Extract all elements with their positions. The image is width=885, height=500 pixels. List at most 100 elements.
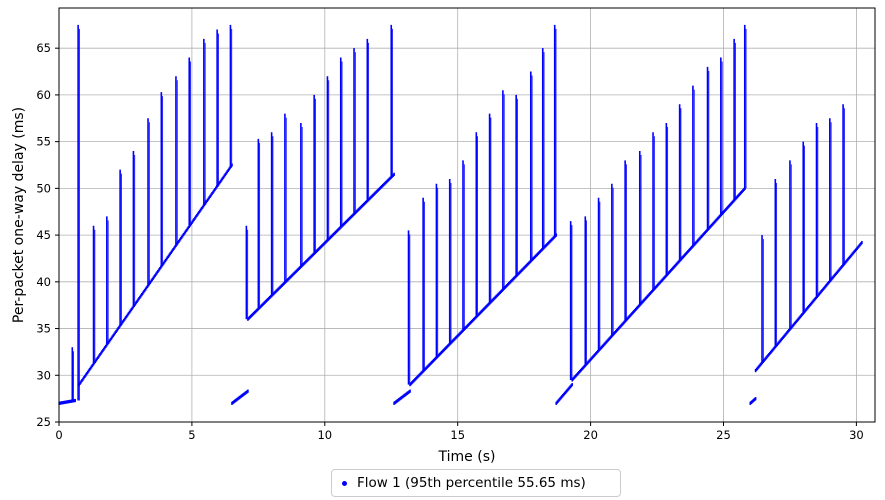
data-point [306, 258, 309, 262]
data-point [547, 241, 550, 245]
data-point [153, 275, 155, 279]
data-point [842, 263, 844, 268]
data-point [691, 244, 694, 248]
data-point [396, 399, 398, 403]
data-point [754, 397, 757, 401]
data-point [684, 253, 686, 257]
data-point [144, 287, 147, 291]
data-point [80, 380, 82, 384]
data-point [89, 366, 92, 370]
data-point [132, 305, 135, 309]
data-point [813, 298, 816, 302]
data-point [852, 251, 855, 255]
data-point [796, 318, 799, 322]
data-point [590, 357, 592, 361]
y-tick-label: 30 [36, 368, 51, 382]
data-point [606, 339, 609, 343]
data-point [411, 381, 413, 385]
data-point [91, 363, 94, 368]
data-point [382, 183, 385, 187]
data-point [236, 397, 239, 401]
data-point [686, 250, 688, 255]
data-point [166, 256, 169, 260]
data-point [268, 296, 270, 301]
data-point [125, 314, 128, 319]
data-point [177, 241, 179, 245]
data-point [352, 213, 355, 217]
data-point [392, 173, 394, 177]
data-point [616, 328, 618, 333]
data-point [555, 401, 558, 405]
data-point [79, 381, 81, 385]
data-point [332, 232, 335, 237]
data-point [312, 252, 315, 256]
data-point [105, 343, 108, 347]
data-point [562, 394, 564, 398]
data-point [400, 395, 403, 400]
data-point [671, 267, 673, 272]
data-point [225, 171, 228, 175]
data-point [669, 269, 671, 274]
data-point [305, 259, 308, 263]
data-point [70, 399, 73, 403]
data-point [388, 177, 391, 181]
data-point [73, 399, 76, 403]
data-point [457, 333, 460, 337]
data-point [86, 370, 89, 374]
data-point [786, 331, 788, 335]
data-point [369, 196, 372, 200]
data-point [174, 245, 176, 249]
data-point [695, 240, 698, 244]
data-point [633, 309, 635, 314]
data-point [96, 357, 98, 361]
data-point [227, 168, 229, 173]
data-point [333, 232, 336, 236]
data-point [601, 344, 604, 348]
data-point [599, 346, 602, 350]
data-point [219, 179, 222, 183]
data-point [123, 317, 126, 321]
data-point [102, 348, 104, 353]
data-point [175, 243, 177, 248]
data-point [425, 366, 427, 370]
data-point [416, 375, 419, 379]
data-point [615, 329, 617, 334]
data-point [412, 380, 414, 384]
data-point [579, 368, 582, 373]
data-point [279, 285, 281, 289]
data-point [727, 205, 729, 209]
delay-segment [58, 24, 80, 405]
data-point [187, 226, 190, 230]
data-point [470, 319, 473, 324]
data-point [765, 356, 767, 360]
data-point [128, 310, 131, 314]
data-point [130, 307, 133, 312]
data-point [196, 213, 198, 218]
data-point [67, 400, 70, 404]
data-point [500, 289, 502, 294]
data-point [805, 308, 807, 312]
data-point [307, 257, 310, 261]
data-point [710, 223, 713, 227]
y-tick-label: 55 [36, 135, 51, 149]
data-point [210, 193, 212, 197]
data-point [770, 349, 773, 353]
data-point [118, 325, 120, 329]
data-point [473, 316, 476, 321]
data-point [88, 368, 91, 372]
data-point [561, 395, 563, 399]
data-point [431, 360, 433, 364]
data-point [526, 263, 528, 267]
data-point [231, 401, 233, 405]
data-point [558, 398, 560, 402]
data-point [495, 294, 498, 298]
data-point [424, 367, 427, 371]
data-point [486, 304, 488, 308]
data-point [68, 399, 71, 404]
data-point [791, 324, 794, 328]
delay-segment [749, 397, 757, 405]
data-point [154, 273, 156, 278]
data-point [150, 279, 153, 283]
data-point [415, 376, 418, 380]
data-point [753, 398, 755, 402]
